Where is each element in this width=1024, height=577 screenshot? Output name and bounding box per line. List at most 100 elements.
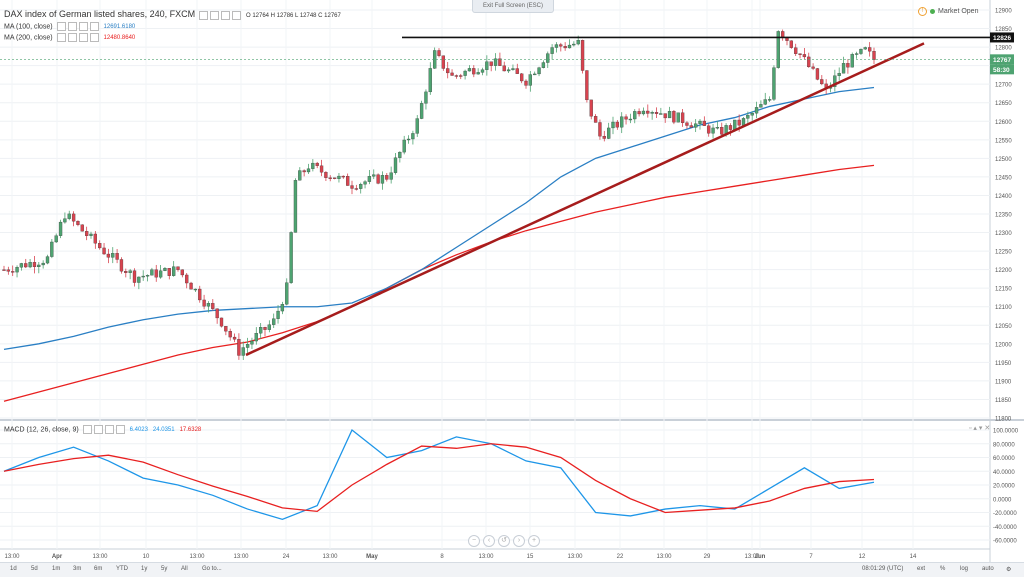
range-5d[interactable]: 5d [31, 566, 38, 572]
more-icon[interactable] [232, 10, 242, 20]
macd-pane [3, 428, 875, 521]
gear-icon[interactable] [67, 22, 77, 31]
symbol-legend[interactable]: DAX index of German listed shares, 240, … [4, 9, 341, 20]
log-toggle[interactable]: log [960, 566, 969, 572]
candle-body [380, 175, 385, 184]
price-tick-label: 11850 [995, 398, 1012, 404]
candle-body [232, 336, 237, 340]
candle-body [206, 303, 211, 307]
price-tick-label: 12050 [995, 324, 1012, 330]
macd-tick-label: 0.0000 [993, 497, 1012, 503]
candle-body [102, 247, 106, 255]
candle-body [733, 119, 737, 130]
ma100-legend[interactable]: MA (100, close) 12691.6180 [4, 22, 135, 31]
range-6m[interactable]: 6m [94, 566, 103, 572]
time-tick-label: 13:00 [233, 554, 249, 560]
candle-body [37, 264, 41, 268]
candle-body [80, 224, 84, 232]
time-tick-label: 29 [704, 554, 711, 560]
candle-body [337, 175, 341, 179]
candle-body [428, 68, 432, 93]
candle-body [180, 269, 185, 276]
close-icon[interactable] [221, 10, 231, 20]
candle-body [302, 170, 306, 173]
gear-icon[interactable] [67, 33, 77, 42]
macd-legend[interactable]: MACD (12, 26, close, 9) 6.4023 24.0351 1… [4, 425, 201, 434]
gear-icon[interactable] [210, 10, 220, 20]
eye-icon[interactable] [82, 425, 92, 434]
auto-toggle[interactable]: auto [982, 566, 994, 572]
ma200-legend[interactable]: MA (200, close) 12480.8640 [4, 33, 135, 42]
candle-body [263, 327, 267, 330]
candles [2, 29, 876, 360]
candle-body [746, 115, 750, 119]
candle-body [607, 127, 611, 139]
candle-body [702, 120, 706, 126]
candle-body [224, 326, 228, 332]
candle-body [580, 40, 585, 71]
scroll-left-icon[interactable]: ‹ [483, 535, 495, 547]
time-tick-label: 7 [809, 554, 813, 560]
candle-body [750, 113, 754, 116]
candle-body [459, 75, 463, 77]
range-1d[interactable]: 1d [10, 566, 17, 572]
time-tick-label: 24 [283, 554, 290, 560]
candle-body [85, 231, 89, 236]
ma200-value: 12480.8640 [103, 35, 136, 42]
close-icon[interactable] [78, 22, 88, 31]
candle-body [424, 91, 428, 104]
eye-icon[interactable] [199, 10, 209, 20]
chart-nav-buttons[interactable]: − ‹ ↺ › + [468, 529, 543, 547]
pane-controls[interactable]: ▫ ▴ ▾ ✕ [969, 425, 991, 432]
countdown-tag: 58:30 [993, 67, 1010, 74]
reset-icon[interactable]: ↺ [498, 535, 510, 547]
more-icon[interactable] [115, 425, 125, 434]
candle-body [715, 127, 720, 129]
eye-icon[interactable] [56, 33, 66, 42]
warning-icon[interactable]: ! [918, 7, 927, 16]
candle-body [563, 46, 567, 49]
range-ytd[interactable]: YTD [116, 566, 128, 572]
candle-body [67, 213, 71, 219]
candle-body [324, 172, 328, 178]
more-icon[interactable] [89, 22, 99, 31]
candle-body [106, 253, 111, 258]
range-1y[interactable]: 1y [141, 566, 148, 572]
candle-body [2, 269, 6, 271]
range-1m[interactable]: 1m [52, 566, 61, 572]
close-icon[interactable] [78, 33, 88, 42]
scroll-right-icon[interactable]: › [513, 535, 525, 547]
ext-toggle[interactable]: ext [917, 566, 926, 572]
zoom-out-icon[interactable]: − [468, 535, 480, 547]
time-tick-label: 8 [440, 554, 444, 560]
candle-body [811, 66, 815, 69]
candle-body [737, 119, 741, 126]
range-5y[interactable]: 5y [161, 566, 168, 572]
gear-icon[interactable] [93, 425, 103, 434]
candle-body [372, 174, 376, 177]
candle-body [863, 47, 867, 50]
settings-gear-icon[interactable]: ⚙ [1006, 567, 1012, 573]
eye-icon[interactable] [56, 22, 66, 31]
candle-body [846, 63, 850, 68]
candle-body [641, 110, 646, 115]
more-icon[interactable] [89, 33, 99, 42]
exit-fullscreen-button[interactable]: Exit Full Screen (ESC) [472, 0, 554, 13]
goto-date-button[interactable]: Go to... [202, 566, 222, 572]
candle-body [167, 268, 171, 276]
candle-body [189, 282, 193, 290]
close-icon[interactable] [104, 425, 114, 434]
candle-body [93, 233, 97, 244]
candle-body [237, 339, 241, 356]
range-3m[interactable]: 3m [73, 566, 82, 572]
candle-body [363, 181, 367, 185]
percent-toggle[interactable]: % [940, 566, 946, 572]
range-all[interactable]: All [181, 566, 188, 572]
utc-clock[interactable]: 08:01:29 (UTC) [862, 566, 904, 572]
zoom-in-icon[interactable]: + [528, 535, 540, 547]
price-tick-label: 12400 [995, 194, 1012, 200]
drawings[interactable] [0, 36, 990, 357]
candle-body [498, 58, 502, 66]
